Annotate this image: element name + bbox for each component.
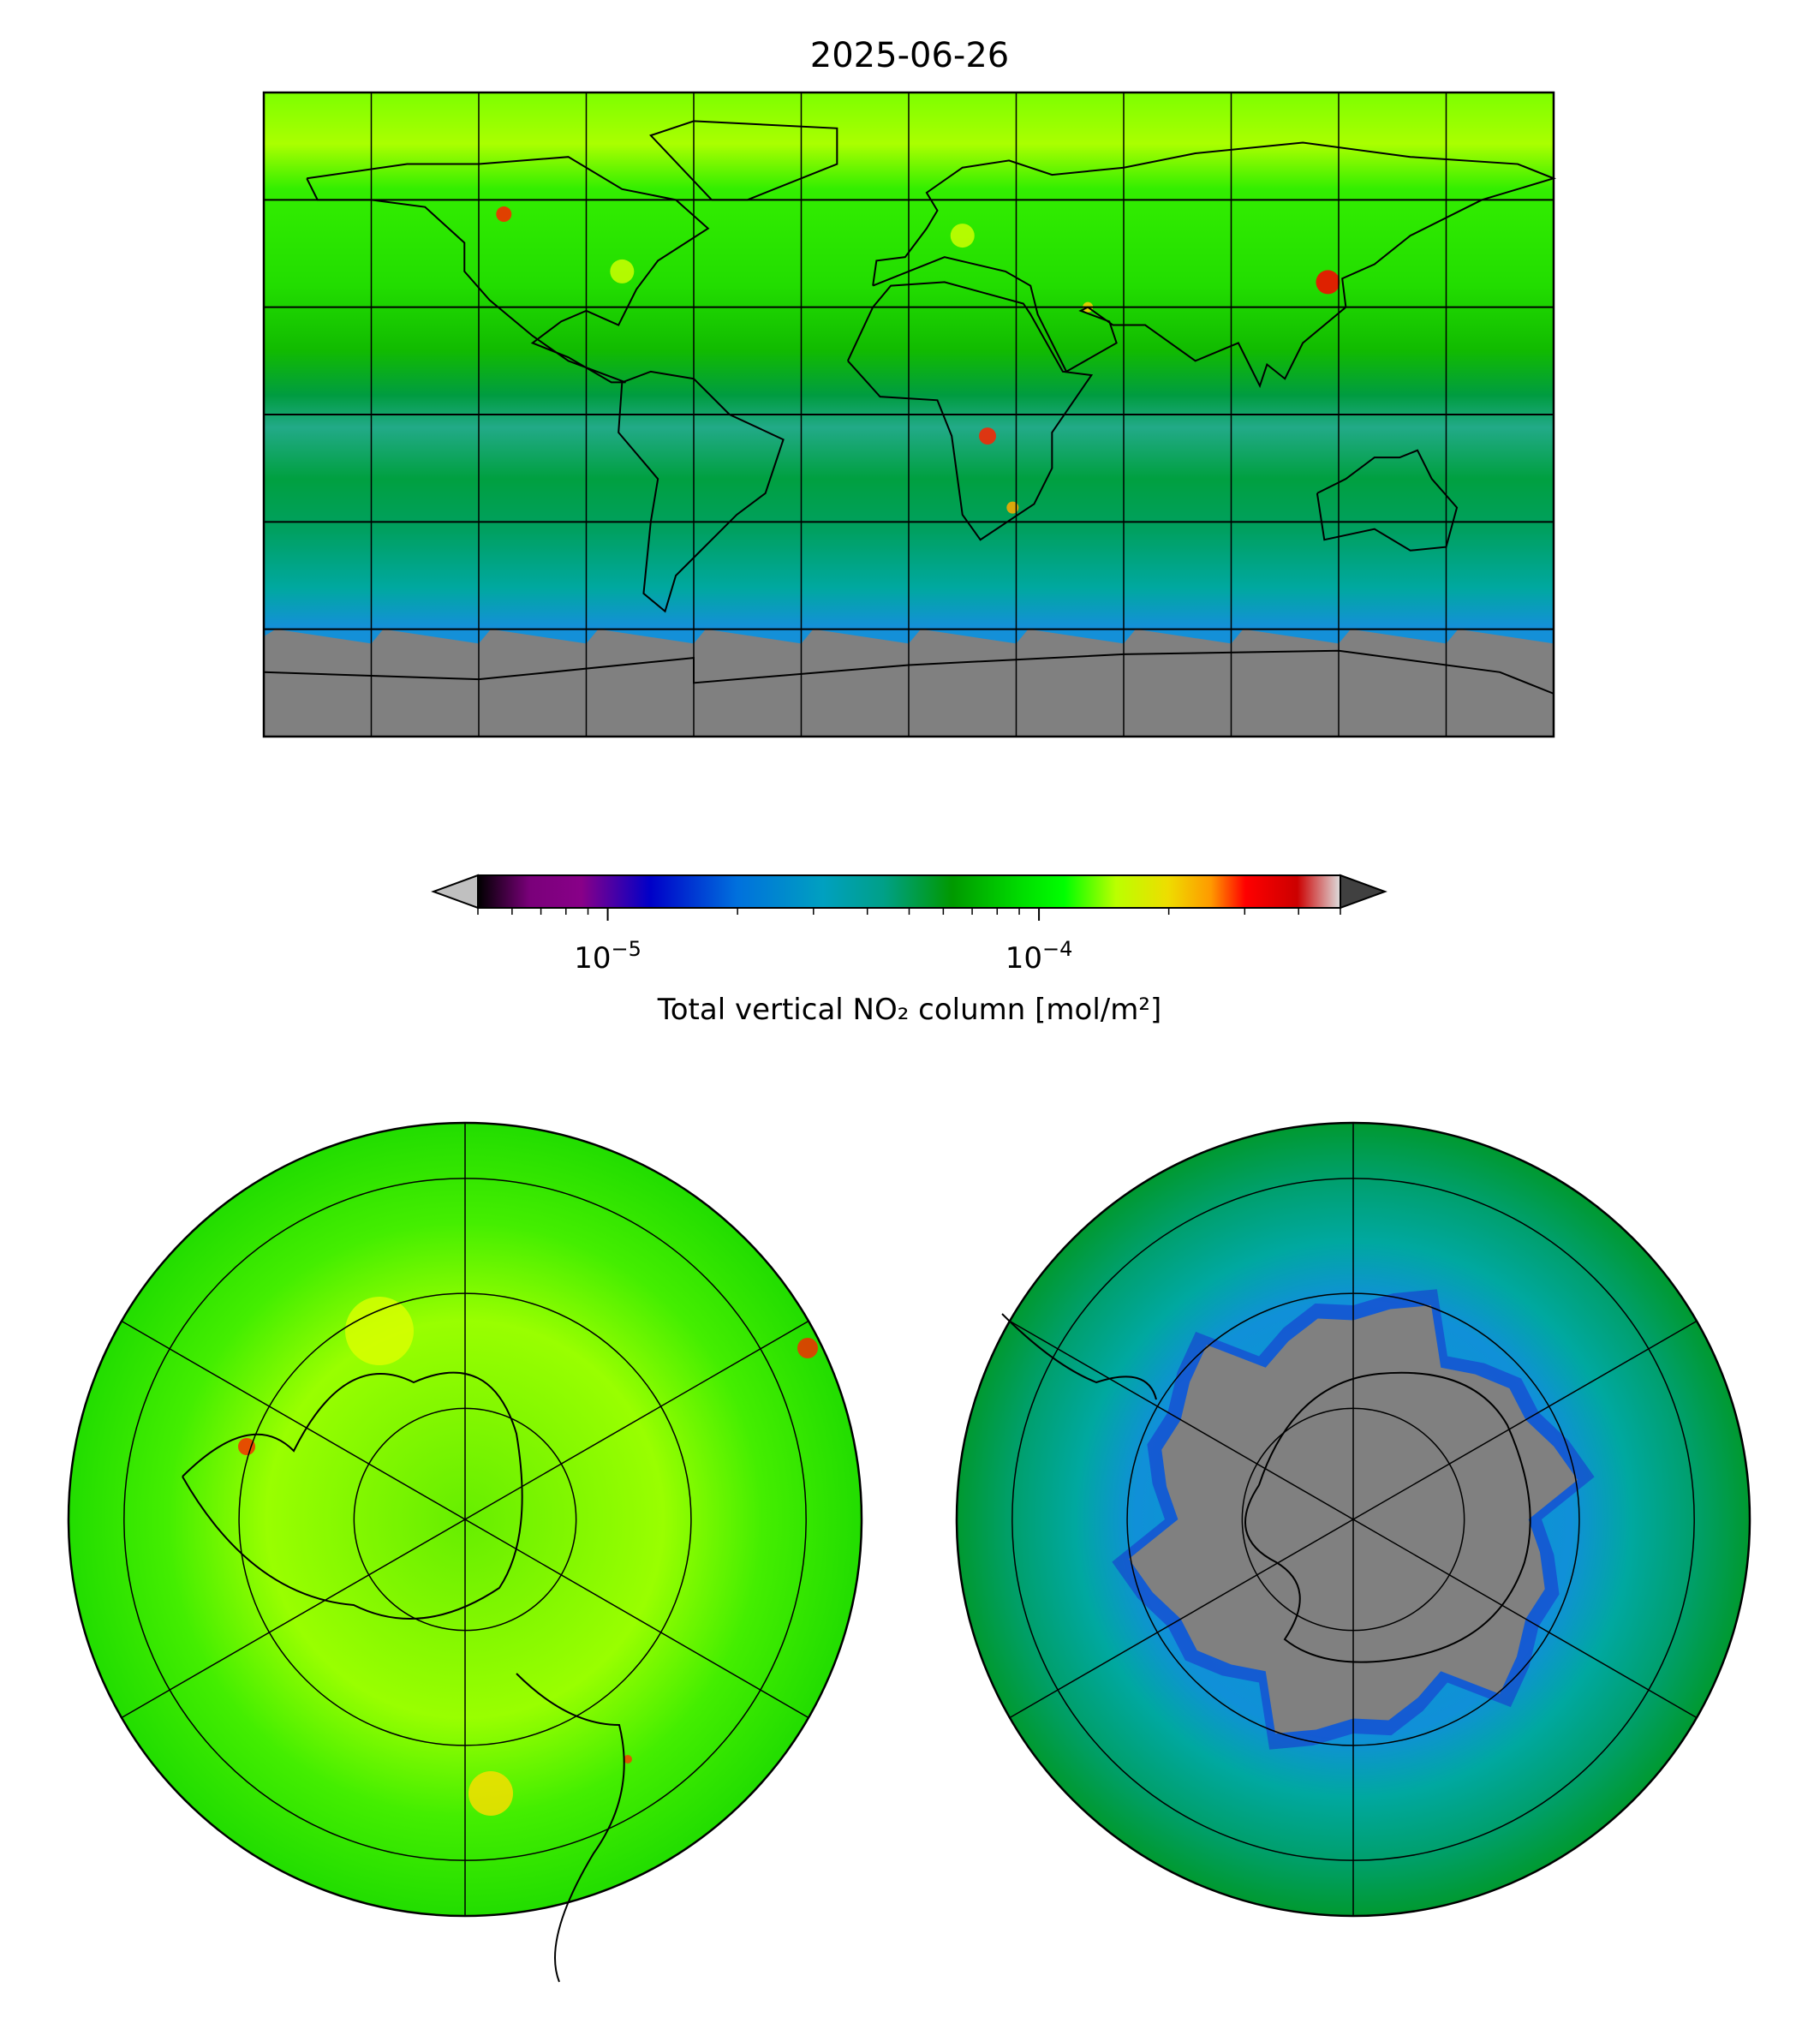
no2-hotspot <box>345 1297 414 1365</box>
no2-hotspot <box>468 1771 513 1816</box>
coastline <box>1001 1313 1157 1400</box>
south-polar-map <box>955 1121 1751 1918</box>
coastline <box>1316 449 1459 552</box>
colorbar-under-extension <box>431 874 479 910</box>
colorbar-over-extension <box>1340 874 1387 910</box>
map-frame <box>955 1121 1751 1918</box>
no2-hotspot <box>797 1338 818 1358</box>
map-frame <box>67 1121 863 1918</box>
no2-hotspot <box>238 1438 255 1455</box>
no2-hotspot <box>624 1755 632 1763</box>
no2-hotspot <box>979 427 997 445</box>
figure-title: 2025-06-26 <box>810 36 1009 75</box>
colorbar: 10−5 10−4 <box>431 874 1387 976</box>
no2-hotspot <box>1316 270 1340 295</box>
colorbar-label: Total vertical NO₂ column [mol/m²] <box>657 993 1162 1027</box>
north-polar-map <box>67 1121 863 1983</box>
meridian-gridline <box>121 1320 809 1719</box>
coastline <box>846 281 1094 541</box>
global-map <box>262 91 1557 738</box>
coastline-antarctica <box>1244 1371 1531 1663</box>
colorbar-tick-label: 10−5 <box>574 937 641 976</box>
colorbar-bar <box>477 874 1341 909</box>
coastline <box>306 156 710 384</box>
no2-hotspot <box>610 259 635 283</box>
coastline <box>182 1371 523 1620</box>
no2-hotspot <box>496 206 512 223</box>
coastline <box>516 1673 625 1983</box>
no2-hotspot <box>950 224 975 248</box>
colorbar-tick-label: 10−4 <box>1005 937 1073 976</box>
meridian-gridline <box>1009 1320 1698 1719</box>
coastline <box>618 370 785 613</box>
map-frame <box>262 91 1555 738</box>
